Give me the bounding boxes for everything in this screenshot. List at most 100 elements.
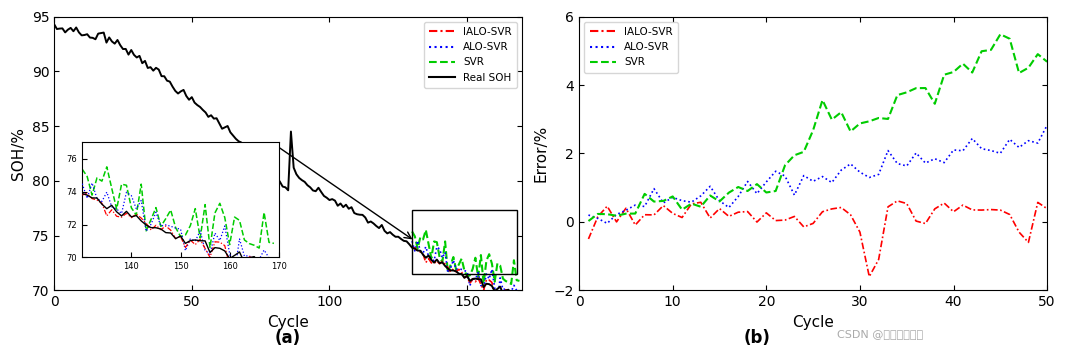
Line: IALO-SVR: IALO-SVR (589, 201, 1047, 276)
SVR (881, 117, 894, 121)
ALO-SVR (1032, 141, 1045, 145)
ALO-SVR (863, 175, 876, 179)
IALO-SVR (620, 206, 633, 210)
ALO-SVR (789, 193, 801, 197)
SVR (648, 199, 660, 204)
IALO-SVR (891, 199, 904, 203)
IALO-SVR (881, 205, 894, 209)
SVR (854, 121, 866, 126)
ALO-SVR (779, 174, 792, 178)
IALO-SVR (966, 208, 978, 212)
ALO-SVR (583, 213, 595, 217)
ALO-SVR (807, 179, 819, 183)
SVR (844, 129, 857, 133)
IALO-SVR (994, 208, 1007, 212)
Line: SVR: SVR (589, 34, 1047, 221)
ALO-SVR (750, 192, 763, 196)
Line: ALO-SVR: ALO-SVR (589, 125, 1047, 223)
Text: (b): (b) (744, 329, 770, 347)
ALO-SVR (666, 195, 679, 200)
SVR (779, 163, 792, 167)
SVR (826, 118, 839, 122)
Legend: IALO-SVR, ALO-SVR, SVR, Real SOH: IALO-SVR, ALO-SVR, SVR, Real SOH (424, 22, 517, 88)
ALO-SVR (872, 172, 885, 177)
IALO-SVR (863, 274, 876, 279)
IALO-SVR (938, 201, 951, 205)
IALO-SVR (826, 207, 839, 211)
ALO-SVR (1040, 123, 1053, 127)
IALO-SVR (872, 257, 885, 262)
SVR (685, 201, 698, 206)
ALO-SVR (648, 187, 660, 191)
SVR (666, 194, 679, 199)
SVR (750, 182, 763, 186)
ALO-SVR (891, 161, 904, 166)
SVR (891, 93, 904, 97)
SVR (769, 189, 782, 193)
IALO-SVR (807, 221, 819, 225)
IALO-SVR (975, 208, 988, 212)
ALO-SVR (994, 151, 1007, 155)
IALO-SVR (769, 218, 782, 223)
ALO-SVR (732, 194, 745, 199)
SVR (675, 207, 688, 212)
ALO-SVR (919, 161, 931, 165)
ALO-SVR (881, 148, 894, 153)
ALO-SVR (910, 151, 923, 155)
SVR (722, 190, 735, 195)
IALO-SVR (760, 211, 773, 215)
ALO-SVR (834, 168, 847, 172)
IALO-SVR (779, 218, 792, 222)
IALO-SVR (789, 214, 801, 218)
ALO-SVR (620, 208, 633, 212)
IALO-SVR (947, 210, 960, 214)
IALO-SVR (732, 210, 745, 214)
SVR (816, 98, 829, 102)
SVR (947, 70, 960, 74)
SVR (583, 219, 595, 223)
IALO-SVR (583, 237, 595, 241)
SVR (695, 205, 707, 209)
ALO-SVR (816, 175, 829, 179)
Bar (412, 210, 516, 274)
ALO-SVR (797, 173, 810, 178)
ALO-SVR (760, 180, 773, 184)
IALO-SVR (638, 213, 651, 217)
SVR (956, 62, 969, 66)
SVR (760, 190, 773, 195)
SVR (994, 32, 1007, 36)
ALO-SVR (685, 200, 698, 204)
Text: CSDN @机器学习之心: CSDN @机器学习之心 (837, 329, 923, 338)
IALO-SVR (657, 204, 670, 208)
IALO-SVR (713, 206, 726, 211)
IALO-SVR (610, 220, 623, 224)
IALO-SVR (1022, 240, 1035, 245)
ALO-SVR (638, 204, 651, 209)
ALO-SVR (966, 136, 978, 141)
IALO-SVR (648, 213, 660, 217)
ALO-SVR (657, 201, 670, 205)
SVR (985, 48, 998, 52)
IALO-SVR (1032, 200, 1045, 205)
IALO-SVR (854, 230, 866, 234)
IALO-SVR (666, 211, 679, 216)
SVR (1032, 52, 1045, 56)
SVR (938, 73, 951, 77)
IALO-SVR (704, 216, 717, 220)
SVR (601, 212, 614, 216)
IALO-SVR (722, 214, 735, 218)
ALO-SVR (844, 162, 857, 166)
ALO-SVR (985, 148, 998, 153)
SVR (638, 192, 651, 196)
ALO-SVR (742, 179, 754, 184)
X-axis label: Cycle: Cycle (267, 315, 309, 330)
ALO-SVR (975, 147, 988, 151)
ALO-SVR (956, 149, 969, 153)
SVR (657, 199, 670, 203)
SVR (834, 110, 847, 114)
SVR (975, 49, 988, 53)
SVR (1022, 65, 1035, 70)
SVR (742, 189, 754, 193)
Y-axis label: SOH/%: SOH/% (11, 127, 26, 180)
IALO-SVR (601, 204, 614, 208)
